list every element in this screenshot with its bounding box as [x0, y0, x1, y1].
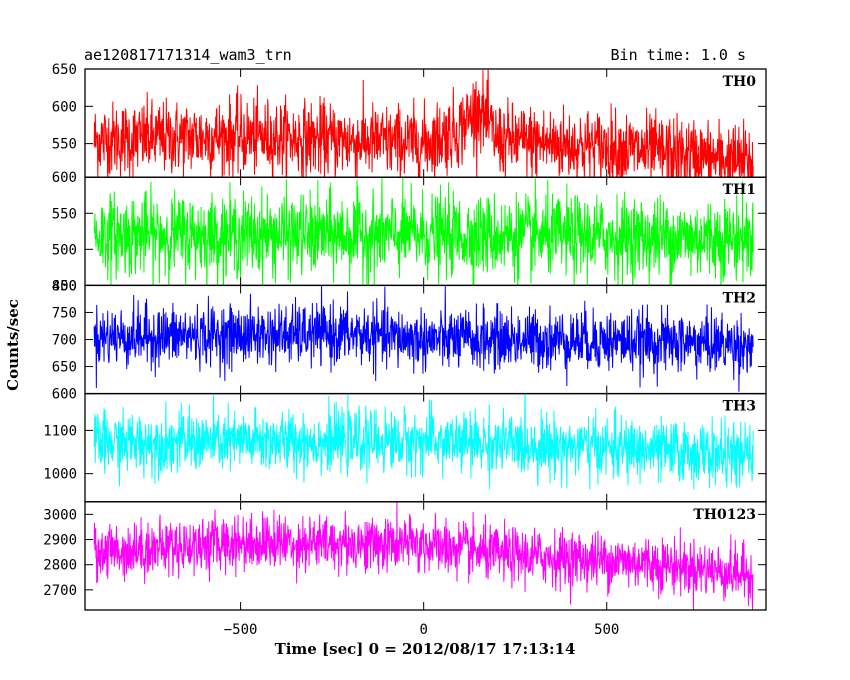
channel-label: TH2 [723, 290, 756, 306]
series-line-th1 [93, 177, 754, 286]
series-line-th0 [93, 69, 754, 178]
y-tick-label: 750 [52, 305, 77, 321]
chart-title: ae120817171314_wam3_trn [84, 46, 292, 64]
x-tick-label: 0 [419, 622, 427, 638]
y-tick-label: 600 [52, 170, 77, 186]
panels: 550 600 650 TH0 450 500 550 600 TH1 600 650 700 750 8… [43, 62, 767, 611]
y-axis-label: Counts/sec [4, 299, 22, 391]
panel-th1: 450 500 550 600 TH1 [52, 170, 767, 294]
x-tick-label: 500 [594, 622, 619, 638]
channel-label: TH1 [723, 182, 756, 198]
channel-label: TH0123 [693, 507, 756, 523]
y-tick-label: 450 [52, 278, 77, 294]
y-tick-label: 550 [52, 206, 77, 222]
y-tick-label: 2900 [43, 533, 77, 549]
y-tick-label: 2800 [43, 558, 77, 574]
channel-label: TH0 [723, 74, 757, 90]
y-tick-label: 600 [52, 387, 77, 403]
y-tick-label: 700 [52, 333, 77, 349]
series-line-th0123 [93, 502, 754, 610]
x-axis-label: Time [sec] 0 = 2012/08/17 17:13:14 [275, 640, 576, 658]
y-tick-label: 650 [52, 62, 77, 78]
y-tick-label: 650 [52, 360, 77, 376]
panel-th2: 600 650 700 750 800 TH2 [52, 278, 767, 403]
y-tick-label: 3000 [43, 507, 77, 523]
y-tick-label: 500 [52, 242, 77, 258]
panel-th0123: 2700 2800 2900 3000 TH0123 [43, 501, 767, 611]
x-axis-ticks: −500 0 500 [224, 622, 620, 638]
series-line-th2 [93, 285, 754, 392]
panel-th0: 550 600 650 TH0 [52, 62, 767, 178]
y-tick-label: 2700 [43, 583, 77, 599]
x-tick-label: −500 [224, 622, 258, 638]
series-line-th3 [93, 393, 754, 490]
y-tick-label: 800 [52, 278, 77, 294]
channel-label: TH3 [723, 399, 756, 415]
panel-th3: 1000 1100 TH3 [43, 392, 767, 503]
panel-frame [84, 501, 767, 611]
bin-time-label: Bin time: 1.0 s [611, 46, 746, 64]
y-tick-label: 550 [52, 137, 77, 153]
y-tick-label: 1100 [43, 423, 77, 439]
y-tick-label: 1000 [43, 467, 77, 483]
y-tick-label: 600 [52, 99, 77, 115]
